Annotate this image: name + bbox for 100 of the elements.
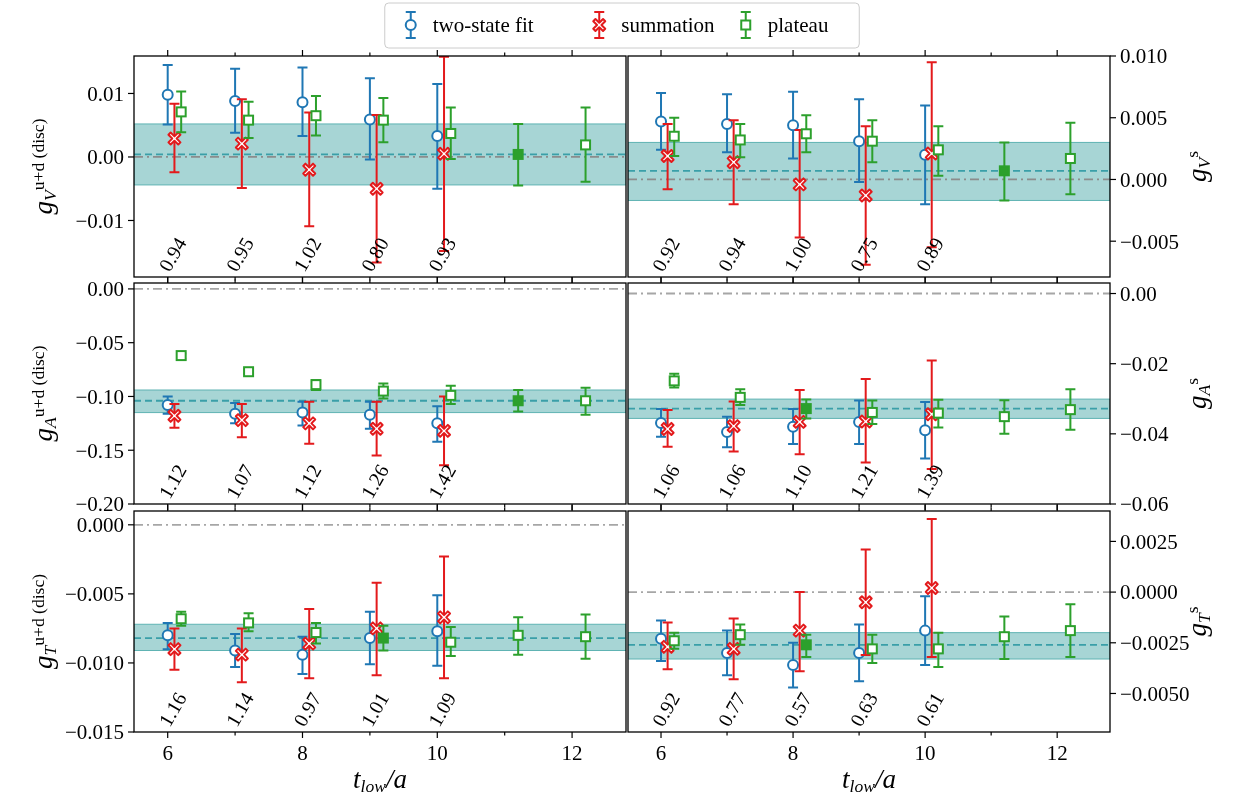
point — [512, 148, 524, 160]
y-tick-label: −0.005 — [64, 582, 124, 607]
point — [792, 414, 807, 429]
point — [726, 155, 741, 170]
annotation: 0.94 — [154, 233, 191, 275]
point — [580, 139, 592, 151]
annotation: 1.09 — [423, 688, 461, 730]
y2-tick-label: −0.04 — [1120, 422, 1170, 447]
annotation: 0.57 — [779, 688, 817, 730]
point — [369, 181, 384, 196]
annotation: 0.61 — [911, 688, 949, 730]
point — [800, 639, 812, 651]
annotation: 0.63 — [845, 688, 883, 730]
point — [932, 407, 944, 419]
point — [296, 96, 309, 109]
point — [161, 629, 174, 642]
x-tick-label: 8 — [297, 741, 308, 765]
point — [296, 648, 309, 661]
point — [919, 424, 932, 437]
point — [445, 127, 457, 139]
x-axis-title: t$_{low}$/a — [353, 764, 407, 792]
y2-tick-label: −0.06 — [1120, 492, 1169, 517]
point — [998, 411, 1010, 423]
point — [512, 629, 524, 641]
y-tick-label: −0.010 — [64, 651, 124, 676]
annotation: 1.12 — [288, 460, 326, 502]
point — [302, 162, 317, 177]
point — [580, 395, 592, 407]
point — [721, 117, 734, 130]
point — [853, 646, 866, 659]
annotation: 1.14 — [221, 688, 259, 730]
point — [243, 114, 255, 126]
point — [431, 130, 444, 143]
y2-tick-label: −0.005 — [1120, 229, 1180, 254]
y2-tick-label: 0.010 — [1120, 44, 1168, 69]
legend-label: summation — [621, 13, 716, 37]
point — [437, 146, 452, 161]
annotation: 0.92 — [647, 688, 684, 730]
point — [437, 423, 452, 438]
point — [800, 128, 812, 140]
y2-tick-label: 0.0000 — [1120, 580, 1178, 605]
legend-label: plateau — [767, 13, 829, 37]
point — [234, 413, 249, 428]
point — [377, 632, 389, 644]
point — [296, 406, 309, 419]
y-tick-label: −0.05 — [75, 331, 124, 356]
y-tick-label: 0.00 — [87, 145, 124, 170]
y2-tick-label: −0.0050 — [1120, 681, 1190, 706]
point — [310, 627, 322, 639]
point — [932, 144, 944, 156]
point — [175, 106, 187, 118]
annotation: 0.89 — [911, 233, 949, 275]
y-tick-label: −0.015 — [64, 720, 124, 745]
point — [1064, 404, 1076, 416]
x-tick-label: 8 — [787, 741, 799, 765]
x-tick-label: 12 — [1046, 741, 1068, 765]
y2-tick-label: −0.02 — [1120, 352, 1169, 377]
point — [363, 408, 376, 421]
point — [787, 659, 800, 672]
point — [924, 581, 939, 596]
y-tick-label: 0.00 — [87, 277, 124, 302]
y2-tick-label: −0.0025 — [1120, 631, 1190, 656]
annotation: 1.00 — [779, 233, 817, 275]
annotation: 1.39 — [911, 460, 949, 502]
y-tick-label: 0.01 — [87, 81, 124, 106]
point — [726, 419, 741, 434]
annotation: 0.92 — [647, 233, 684, 275]
point — [998, 631, 1010, 643]
annotation: 0.77 — [713, 688, 751, 730]
annotation: 1.21 — [845, 460, 883, 502]
y2-tick-label: 0.00 — [1120, 281, 1157, 306]
x-tick-label: 10 — [426, 741, 448, 765]
point — [998, 165, 1010, 177]
point — [668, 130, 680, 142]
y-tick-label: −0.15 — [75, 438, 124, 463]
point — [302, 416, 317, 431]
point — [302, 636, 317, 651]
point — [363, 632, 376, 645]
point — [655, 115, 668, 128]
legend-label: two-state fit — [432, 13, 534, 37]
x-tick-label: 6 — [162, 741, 173, 765]
point — [866, 135, 878, 147]
point — [734, 629, 746, 641]
point — [234, 136, 249, 151]
point — [660, 149, 675, 164]
point — [167, 408, 182, 423]
point — [919, 624, 932, 637]
annotation: 0.80 — [356, 233, 393, 275]
point — [161, 88, 174, 101]
y-tick-label: −0.01 — [75, 208, 124, 233]
point — [431, 625, 444, 638]
annotation: 0.75 — [845, 233, 883, 275]
point — [1064, 625, 1076, 637]
y2-tick-label: 0.0025 — [1120, 529, 1178, 554]
x-axis-title: t$_{low}$/a — [842, 764, 896, 792]
point — [792, 177, 807, 192]
point — [229, 95, 242, 108]
point — [445, 636, 457, 648]
point — [853, 135, 866, 148]
y2-tick-label: 0.005 — [1120, 106, 1168, 131]
